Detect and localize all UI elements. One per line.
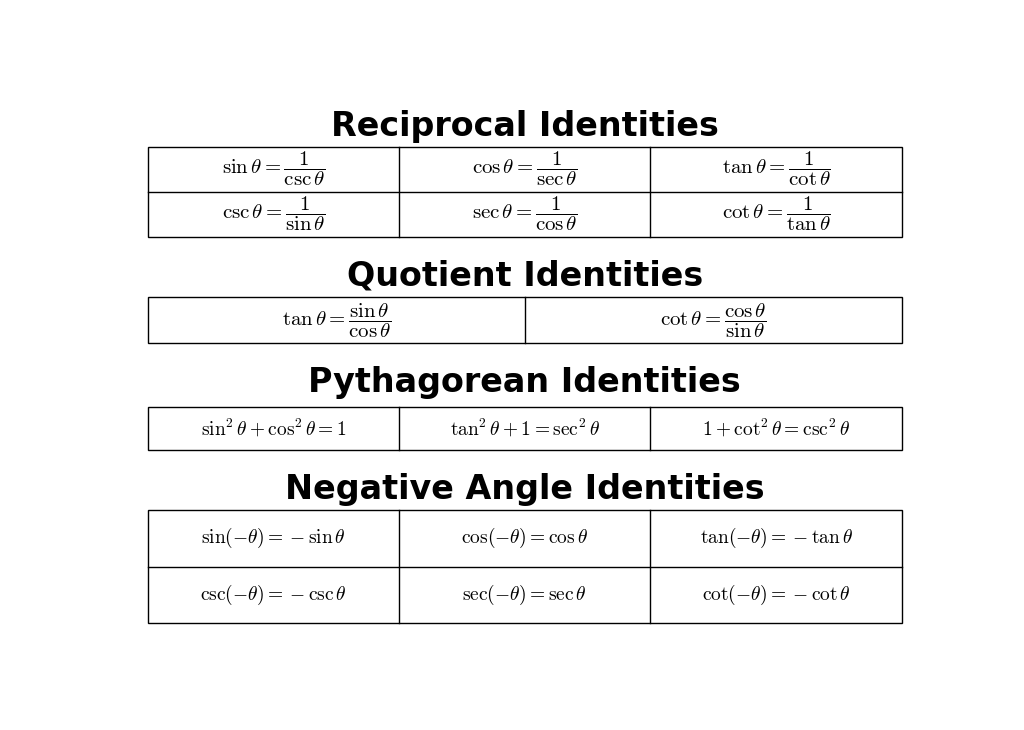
- Text: $\cos\theta = \dfrac{1}{\sec\theta}$: $\cos\theta = \dfrac{1}{\sec\theta}$: [472, 150, 578, 188]
- Text: $\csc\theta = \dfrac{1}{\sin\theta}$: $\csc\theta = \dfrac{1}{\sin\theta}$: [222, 195, 326, 234]
- Text: Negative Angle Identities: Negative Angle Identities: [285, 472, 765, 506]
- Text: Reciprocal Identities: Reciprocal Identities: [331, 110, 719, 143]
- Bar: [147, 147, 902, 237]
- Text: $\cot\theta = \dfrac{1}{\tan\theta}$: $\cot\theta = \dfrac{1}{\tan\theta}$: [722, 195, 830, 234]
- Text: Quotient Identities: Quotient Identities: [347, 259, 702, 292]
- Text: $\cot(-\theta) = -\cot\theta$: $\cot(-\theta) = -\cot\theta$: [701, 583, 851, 607]
- Text: $\sin\theta = \dfrac{1}{\csc\theta}$: $\sin\theta = \dfrac{1}{\csc\theta}$: [222, 150, 326, 188]
- Text: $\tan\theta = \dfrac{\sin\theta}{\cos\theta}$: $\tan\theta = \dfrac{\sin\theta}{\cos\th…: [282, 301, 391, 339]
- Bar: [147, 297, 902, 343]
- Text: Pythagorean Identities: Pythagorean Identities: [308, 366, 741, 399]
- Text: $\tan(-\theta) = -\tan\theta$: $\tan(-\theta) = -\tan\theta$: [699, 526, 853, 550]
- Text: $\csc(-\theta) = -\csc\theta$: $\csc(-\theta) = -\csc\theta$: [200, 583, 347, 607]
- Text: $\tan^2\theta + 1 = \sec^2\theta$: $\tan^2\theta + 1 = \sec^2\theta$: [450, 418, 600, 439]
- Bar: [147, 407, 902, 450]
- Text: $\cos(-\theta) = \cos\theta$: $\cos(-\theta) = \cos\theta$: [461, 526, 589, 550]
- Text: $\sin(-\theta) = -\sin\theta$: $\sin(-\theta) = -\sin\theta$: [201, 526, 346, 550]
- Text: $\tan\theta = \dfrac{1}{\cot\theta}$: $\tan\theta = \dfrac{1}{\cot\theta}$: [722, 150, 830, 188]
- Bar: [147, 510, 902, 623]
- Text: $\cot\theta = \dfrac{\cos\theta}{\sin\theta}$: $\cot\theta = \dfrac{\cos\theta}{\sin\th…: [659, 301, 767, 339]
- Text: $\sec\theta = \dfrac{1}{\cos\theta}$: $\sec\theta = \dfrac{1}{\cos\theta}$: [472, 195, 578, 234]
- Text: $\sec(-\theta) = \sec\theta$: $\sec(-\theta) = \sec\theta$: [463, 583, 587, 607]
- Text: $1 + \cot^2\theta = \csc^2\theta$: $1 + \cot^2\theta = \csc^2\theta$: [702, 418, 850, 439]
- Text: $\sin^2\theta + \cos^2\theta = 1$: $\sin^2\theta + \cos^2\theta = 1$: [201, 418, 346, 439]
